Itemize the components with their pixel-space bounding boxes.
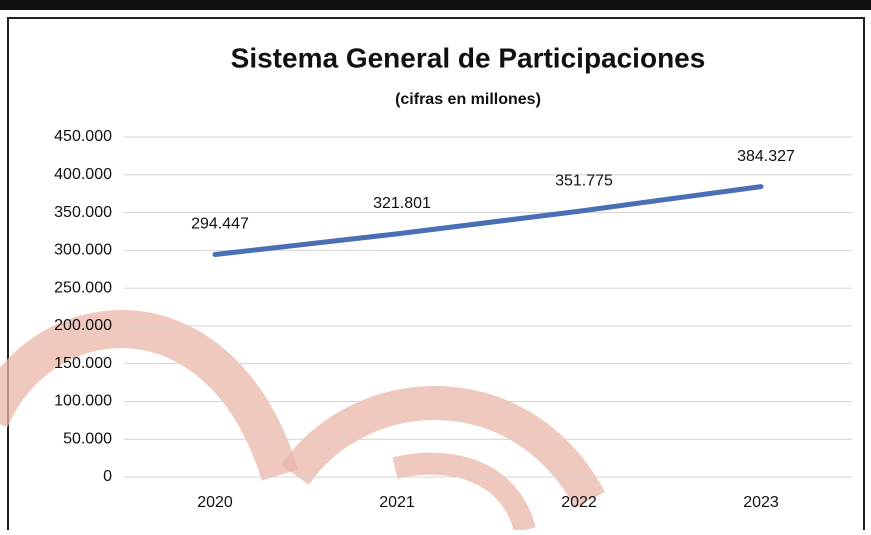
y-tick-label: 150.000 (54, 355, 112, 372)
y-tick-label: 300.000 (54, 242, 112, 259)
y-tick-label: 0 (103, 468, 112, 485)
y-tick-label: 400.000 (54, 166, 112, 183)
y-tick-label: 350.000 (54, 204, 112, 221)
x-tick-label: 2022 (561, 494, 597, 511)
data-label: 321.801 (373, 195, 431, 212)
y-tick-label: 200.000 (54, 317, 112, 334)
chart-frame (7, 17, 865, 535)
data-label: 384.327 (737, 148, 795, 165)
chart-title: Sistema General de Participaciones (231, 42, 706, 73)
y-tick-label: 450.000 (54, 128, 112, 145)
x-tick-label: 2020 (197, 494, 233, 511)
y-tick-label: 250.000 (54, 279, 112, 296)
watermark (0, 310, 605, 534)
series-line (212, 184, 764, 258)
data-label: 294.447 (191, 216, 249, 233)
y-tick-label: 100.000 (54, 393, 112, 410)
watermark-arc (392, 452, 536, 534)
data-label: 351.775 (555, 172, 613, 189)
x-tick-label: 2021 (379, 494, 415, 511)
y-tick-label: 50.000 (63, 430, 112, 447)
header-strip (0, 0, 871, 10)
watermark-arc (0, 310, 299, 481)
watermark-arc (280, 386, 605, 509)
chart-subtitle: (cifras en millones) (395, 91, 541, 108)
x-tick-label: 2023 (743, 494, 779, 511)
